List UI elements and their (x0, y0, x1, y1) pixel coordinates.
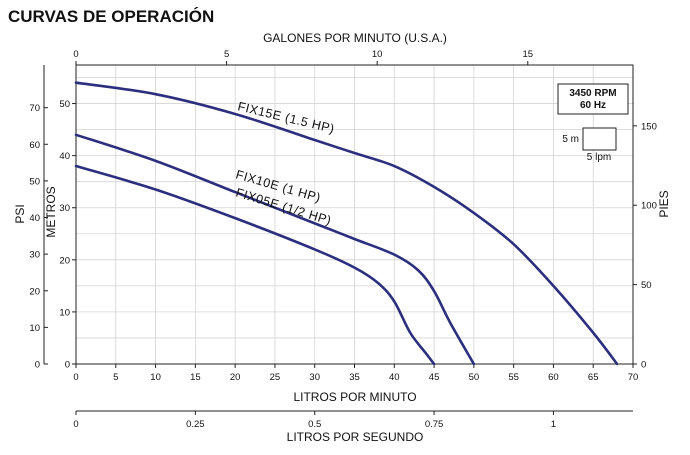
psi-tick-label: 10 (29, 323, 40, 334)
lpm-tick-label: 70 (628, 372, 639, 383)
psi-tick-label: 30 (29, 250, 40, 261)
lpm-tick-label: 15 (190, 372, 201, 383)
metros-tick-label: 50 (59, 99, 70, 110)
lpm-tick-label: 10 (150, 372, 161, 383)
lpm-tick-label: 20 (230, 372, 241, 383)
lps-tick-label: 0.5 (308, 419, 321, 430)
lpm-tick-label: 25 (270, 372, 281, 383)
pies-tick-label: 100 (641, 201, 657, 212)
gpm-axis-title: GALONES POR MINUTO (U.S.A.) (263, 31, 447, 45)
series-line-2 (74, 164, 436, 366)
lpm-tick-label: 35 (349, 372, 360, 383)
metros-axis-title: METROS (44, 186, 58, 237)
secondary-axes (43, 65, 633, 412)
lpm-tick-label: 65 (588, 372, 599, 383)
rating-box: 3450 RPM 60 Hz 5 m 5 lpm (557, 83, 629, 163)
curve-layer (74, 81, 619, 366)
gpm-tick-label: 0 (73, 49, 78, 60)
lpm-axis-title: LITROS POR MINUTO (293, 390, 416, 404)
lpm-tick-label: 40 (389, 372, 400, 383)
metros-tick-label: 20 (59, 255, 70, 266)
psi-tick-label: 40 (29, 213, 40, 224)
grid (76, 65, 633, 364)
series-line-0 (74, 81, 619, 366)
gpm-tick-label: 5 (224, 49, 229, 60)
lpm-tick-label: 5 (113, 372, 118, 383)
lps-tick-label: 0.25 (186, 419, 205, 430)
lpm-tick-label: 55 (508, 372, 519, 383)
gpm-tick-label: 10 (372, 49, 383, 60)
scale-square (582, 127, 617, 151)
lpm-tick-label: 30 (309, 372, 320, 383)
pies-tick-label: 150 (641, 121, 657, 132)
lps-tick-label: 0.75 (425, 419, 444, 430)
lps-tick-label: 1 (551, 419, 556, 430)
rating-rpm: 3450 RPM (569, 88, 616, 99)
scale-lpm: 5 lpm (587, 152, 611, 163)
pies-tick-label: 0 (641, 360, 646, 371)
pies-tick-label: 50 (641, 280, 652, 291)
tick-layer: 0 5 10 15 20 25 30 35 40 45 50 55 60 65 700 5 10 150 0.25 0… (29, 49, 656, 430)
lps-tick-label: 0 (73, 419, 78, 430)
lpm-tick-label: 45 (429, 372, 440, 383)
pies-axis-title: PIES (657, 190, 671, 217)
series-line-1 (74, 133, 476, 366)
psi-tick-label: 60 (29, 140, 40, 151)
gpm-tick-label: 15 (522, 49, 533, 60)
psi-tick-label: 70 (29, 103, 40, 114)
metros-tick-label: 0 (65, 360, 70, 371)
metros-tick-label: 30 (59, 203, 70, 214)
rating-frequency: 60 Hz (580, 100, 606, 111)
metros-tick-label: 40 (59, 151, 70, 162)
lpm-tick-label: 0 (73, 372, 78, 383)
lps-axis-title: LITROS POR SEGUNDO (287, 430, 424, 444)
metros-tick-label: 10 (59, 307, 70, 318)
psi-tick-label: 50 (29, 176, 40, 187)
psi-axis-title: PSI (13, 204, 27, 223)
lpm-tick-label: 60 (548, 372, 559, 383)
psi-tick-label: 20 (29, 286, 40, 297)
scale-meters: 5 m (562, 134, 579, 145)
lpm-tick-label: 50 (469, 372, 480, 383)
chart-title: CURVAS DE OPERACIÓN (8, 7, 214, 26)
psi-tick-label: 0 (35, 360, 40, 371)
